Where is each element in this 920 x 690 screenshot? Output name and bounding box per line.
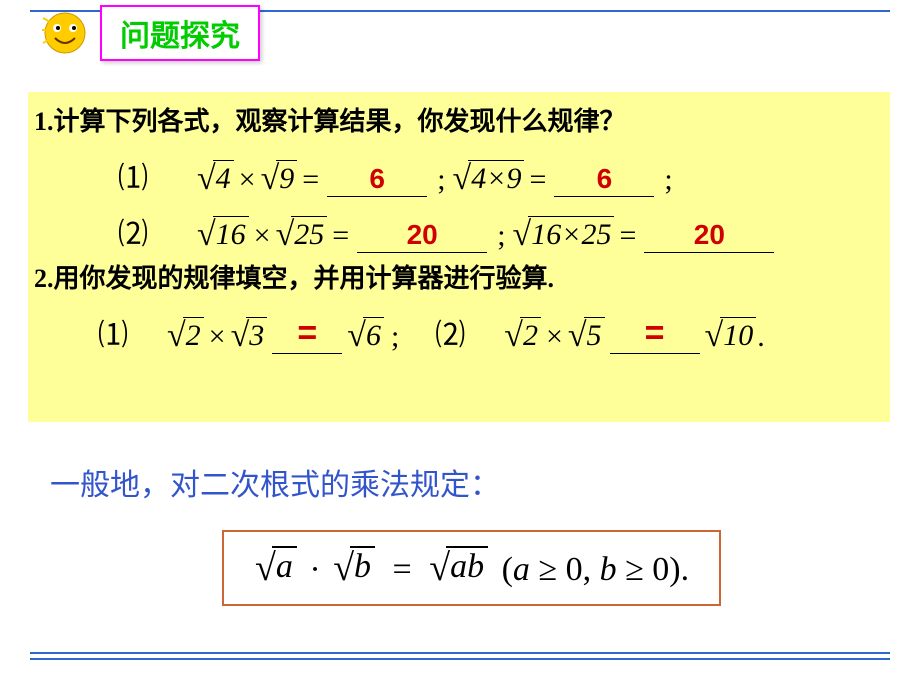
equation-row-1: ⑴ √4 × √9 = 6 ; √4×9 = 6 ; bbox=[28, 153, 890, 197]
row-label: ⑵ bbox=[435, 310, 485, 354]
answer-blank: 6 bbox=[554, 162, 654, 197]
row-label: ⑴ bbox=[118, 153, 178, 197]
equation-row-3: ⑴ √2 × √3 = √6 ; ⑵ √2 × √5 = √10 . bbox=[28, 310, 890, 354]
bottom-divider-1 bbox=[30, 652, 890, 654]
answer-blank: = bbox=[272, 314, 342, 354]
header: 问题探究 bbox=[40, 5, 260, 61]
section-title: 问题探究 bbox=[100, 5, 260, 61]
conclusion-text: 一般地，对二次根式的乘法规定： bbox=[50, 460, 500, 504]
question-panel: 1.计算下列各式，观察计算结果，你发现什么规律？ ⑴ √4 × √9 = 6 ;… bbox=[28, 92, 890, 422]
answer-blank: = bbox=[610, 314, 700, 354]
smiley-icon bbox=[40, 8, 90, 58]
answer-blank: 20 bbox=[357, 218, 487, 253]
question-2: 2.用你发现的规律填空，并用计算器进行验算. bbox=[28, 253, 890, 298]
equation-row-2: ⑵ √16 × √25 = 20 ; √16×25 = 20 bbox=[28, 209, 890, 253]
answer-blank: 20 bbox=[644, 218, 774, 253]
row-label: ⑵ bbox=[118, 209, 178, 253]
bottom-divider-2 bbox=[30, 658, 890, 660]
answer-blank: 6 bbox=[327, 162, 427, 197]
question-1: 1.计算下列各式，观察计算结果，你发现什么规律？ bbox=[28, 92, 890, 141]
formula-box: √a · √b = √ab (a ≥ 0, b ≥ 0). bbox=[222, 530, 721, 606]
row-label: ⑴ bbox=[98, 310, 148, 354]
